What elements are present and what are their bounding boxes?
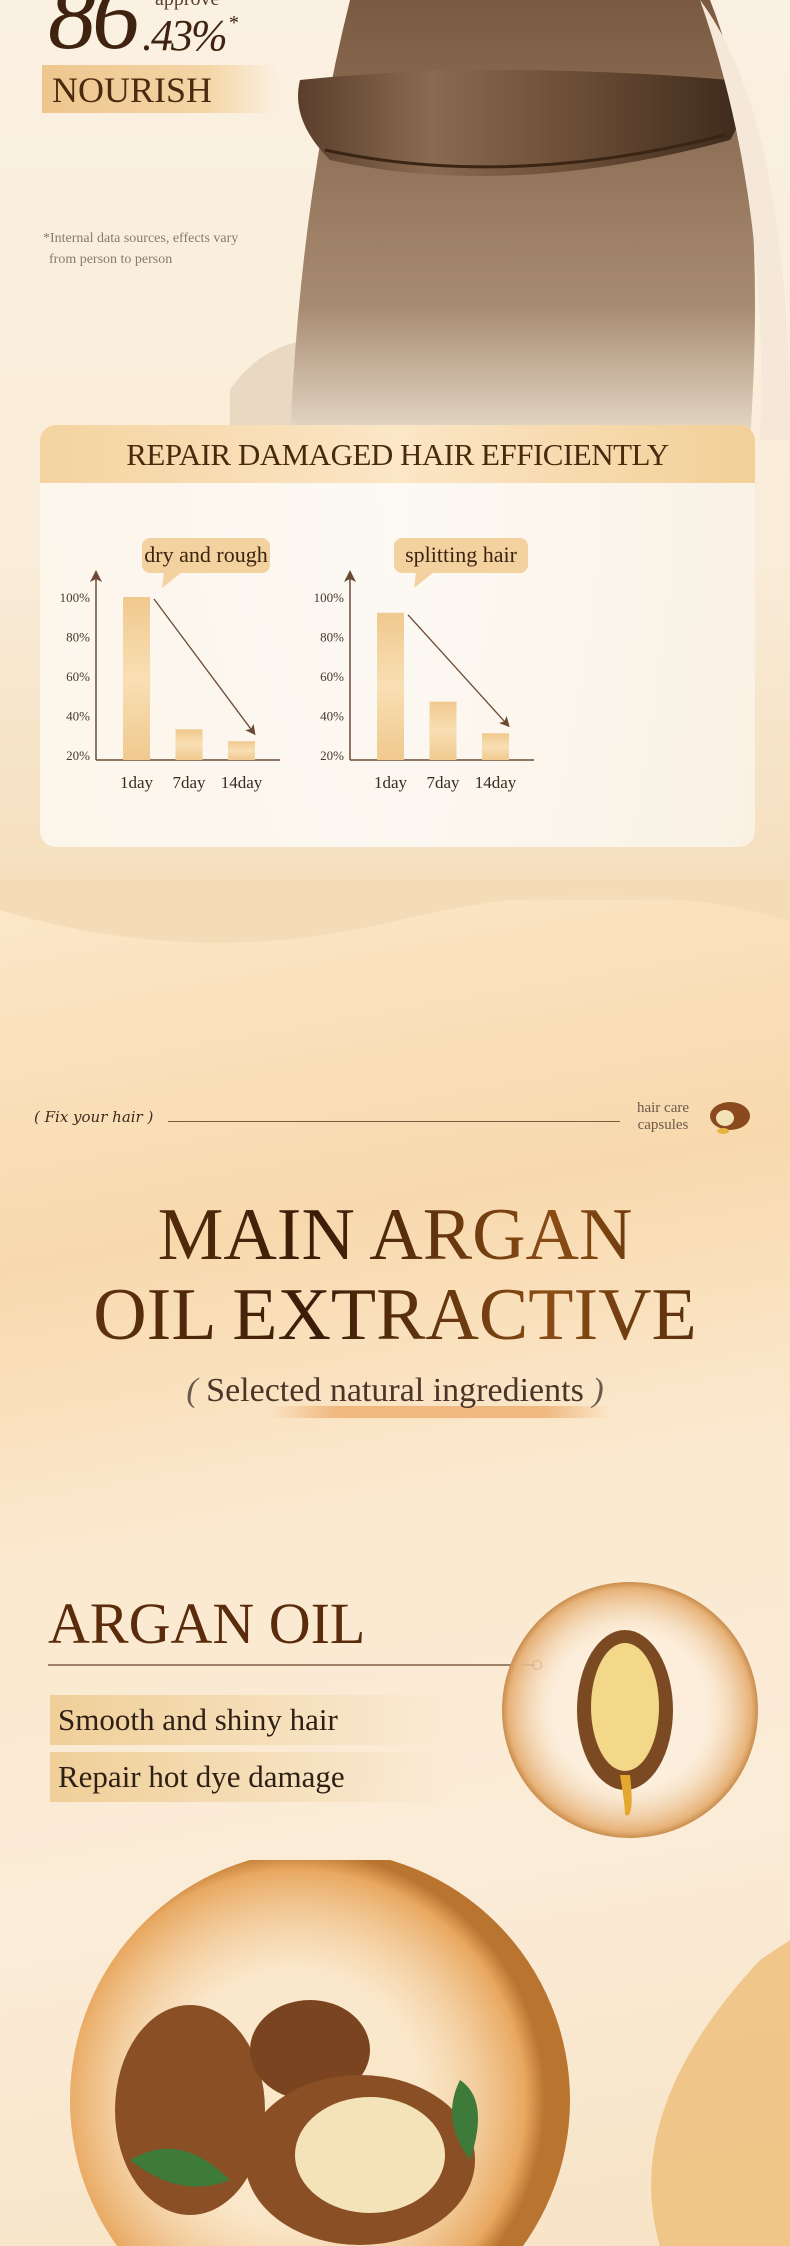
label-line: capsules	[637, 1117, 689, 1133]
y-tick-label: 100%	[60, 590, 91, 605]
repair-panel: REPAIR DAMAGED HAIR EFFICIENTLY 20% 40% 60…	[40, 425, 755, 847]
bar-1day	[377, 612, 404, 760]
y-tick-label: 60%	[66, 669, 90, 684]
charts-svg: 20% 40% 60% 80% 100% 1day 7day 14day dry and rou…	[60, 538, 534, 792]
trend-arrow	[407, 614, 510, 728]
approval-decimal: .43%	[142, 11, 228, 60]
approve-label: approve	[155, 0, 219, 11]
x-tick-label: 14day	[475, 773, 517, 792]
panel-title: REPAIR DAMAGED HAIR EFFICIENTLY	[40, 425, 755, 483]
y-tick-label: 80%	[66, 630, 90, 645]
feature-repair: Repair hot dye damage	[50, 1752, 450, 1802]
hair-care-capsules-label: hair care capsules	[632, 1100, 694, 1134]
footnote-line: from person to person	[49, 252, 173, 267]
asterisk: *	[229, 12, 239, 34]
y-tick-label: 80%	[320, 630, 344, 645]
argan-nut-icon	[710, 1102, 750, 1134]
footnote-line: *Internal data sources, effects vary	[43, 231, 239, 246]
x-tick-label: 7day	[426, 773, 460, 792]
y-tick-label: 20%	[320, 748, 344, 763]
chart-title: dry and rough	[144, 542, 267, 567]
bar-7day	[175, 729, 203, 760]
approval-number: 86	[48, 0, 140, 69]
callout-bubble	[142, 538, 270, 573]
y-tick-label: 100%	[314, 590, 345, 605]
subtitle: ( Selected natural ingredients )	[0, 1372, 790, 1418]
footnote: *Internal data sources, effects vary fro…	[43, 228, 283, 270]
callout-tail	[162, 572, 182, 588]
y-tick-label: 20%	[66, 748, 90, 763]
pointer-line	[48, 1664, 535, 1666]
paren-open: (	[186, 1372, 198, 1409]
bar-1day	[123, 597, 150, 760]
chart-title: splitting hair	[405, 542, 518, 567]
x-tick-label: 1day	[374, 773, 408, 792]
y-tick-label: 60%	[320, 669, 344, 684]
subtitle-text: Selected natural ingredients	[206, 1372, 584, 1409]
feature-smooth: Smooth and shiny hair	[50, 1695, 450, 1745]
wave-divider	[0, 880, 790, 943]
bar-14day	[482, 733, 509, 760]
y-tick-label: 40%	[320, 709, 344, 724]
argan-nuts-orb-image	[70, 1860, 790, 2246]
divider-line	[168, 1121, 620, 1122]
title-line: MAIN ARGAN	[157, 1194, 633, 1276]
callout-bubble	[394, 538, 528, 573]
paren-close: )	[592, 1372, 604, 1409]
label-line: hair care	[636, 1100, 690, 1116]
main-title: MAIN ARGAN OIL EXTRACTIVE	[0, 1195, 790, 1355]
title-line: OIL EXTRACTIVE	[93, 1274, 697, 1356]
y-tick-label: 40%	[66, 709, 90, 724]
x-tick-label: 7day	[172, 773, 206, 792]
trend-arrow	[153, 598, 256, 736]
bar-7day	[429, 701, 457, 760]
bar-14day	[228, 741, 255, 760]
argan-oil-title: ARGAN OIL	[48, 1591, 366, 1656]
x-tick-label: 14day	[221, 773, 263, 792]
x-tick-label: 1day	[120, 773, 154, 792]
fix-your-hair-label: ( Fix your hair )	[34, 1108, 154, 1126]
hair-image	[230, 0, 790, 440]
argan-seed-orb-image	[502, 1582, 758, 1838]
nourish-badge: NOURISH	[42, 65, 277, 113]
callout-tail	[414, 572, 434, 588]
